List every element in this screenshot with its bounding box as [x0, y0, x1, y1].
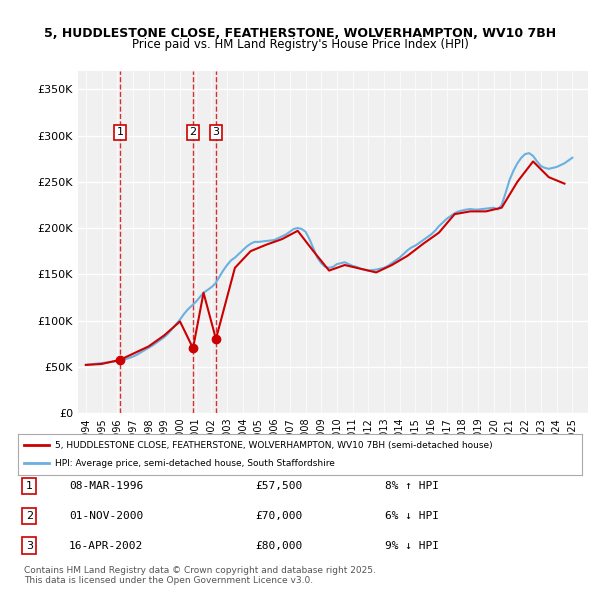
Text: 6% ↓ HPI: 6% ↓ HPI [385, 511, 439, 521]
Text: £80,000: £80,000 [255, 540, 302, 550]
Text: 2: 2 [190, 127, 197, 137]
Text: Price paid vs. HM Land Registry's House Price Index (HPI): Price paid vs. HM Land Registry's House … [131, 38, 469, 51]
Text: 5, HUDDLESTONE CLOSE, FEATHERSTONE, WOLVERHAMPTON, WV10 7BH: 5, HUDDLESTONE CLOSE, FEATHERSTONE, WOLV… [44, 27, 556, 40]
Text: This data is licensed under the Open Government Licence v3.0.: This data is licensed under the Open Gov… [24, 576, 313, 585]
Text: Contains HM Land Registry data © Crown copyright and database right 2025.: Contains HM Land Registry data © Crown c… [24, 566, 376, 575]
Text: £57,500: £57,500 [255, 481, 302, 491]
Text: 3: 3 [26, 540, 33, 550]
Text: 1: 1 [116, 127, 124, 137]
Text: 8% ↑ HPI: 8% ↑ HPI [385, 481, 439, 491]
Text: 2: 2 [26, 511, 33, 521]
Text: 3: 3 [212, 127, 220, 137]
Text: 08-MAR-1996: 08-MAR-1996 [69, 481, 143, 491]
Text: £70,000: £70,000 [255, 511, 302, 521]
Text: 1: 1 [26, 481, 33, 491]
Text: 01-NOV-2000: 01-NOV-2000 [69, 511, 143, 521]
Text: 9% ↓ HPI: 9% ↓ HPI [385, 540, 439, 550]
Text: 5, HUDDLESTONE CLOSE, FEATHERSTONE, WOLVERHAMPTON, WV10 7BH (semi-detached house: 5, HUDDLESTONE CLOSE, FEATHERSTONE, WOLV… [55, 441, 492, 450]
Text: 16-APR-2002: 16-APR-2002 [69, 540, 143, 550]
Text: HPI: Average price, semi-detached house, South Staffordshire: HPI: Average price, semi-detached house,… [55, 459, 335, 468]
